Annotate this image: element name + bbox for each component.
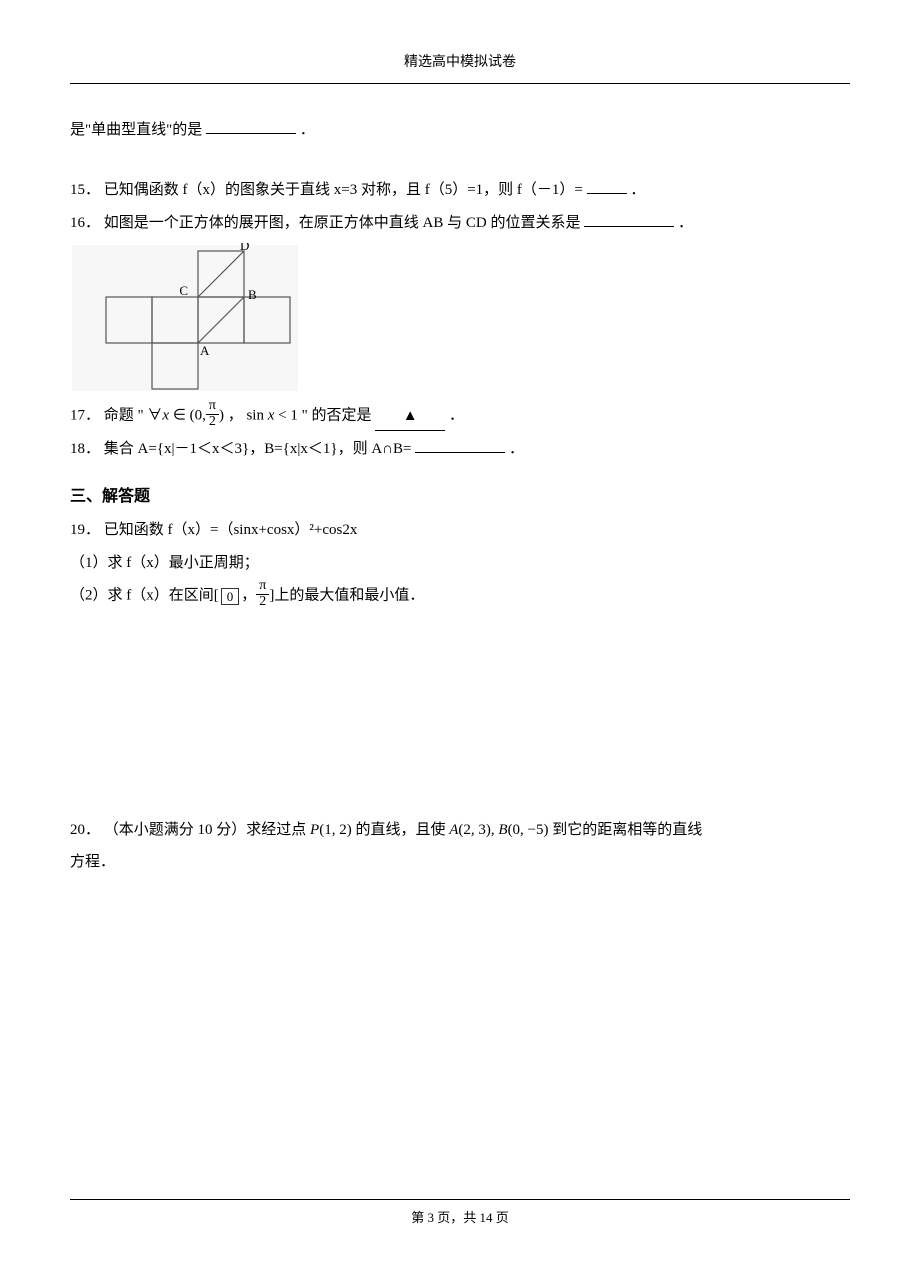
q19-num: 19． bbox=[70, 522, 100, 538]
cube-net-svg: D C B A bbox=[70, 243, 300, 393]
page-header: 精选高中模拟试卷 bbox=[70, 50, 850, 84]
q17-text-c: ) ， sin bbox=[219, 408, 268, 424]
q16-blank bbox=[584, 212, 674, 227]
q19-sub2-b: ， bbox=[241, 588, 256, 604]
q20-num: 20． bbox=[70, 822, 100, 838]
header-title-text: 精选高中模拟试卷 bbox=[404, 55, 516, 70]
q16-line: 16． 如图是一个正方体的展开图，在原正方体中直线 AB 与 CD 的位置关系是… bbox=[70, 209, 850, 238]
cube-net-figure: D C B A bbox=[70, 243, 300, 393]
q17-text-d: < 1 " 的否定是 bbox=[274, 408, 371, 424]
q20-B: B bbox=[498, 822, 507, 838]
q15-line: 15． 已知偶函数 f（x）的图象关于直线 x=3 对称，且 f（5）=1，则 … bbox=[70, 176, 850, 205]
q19-box-zero: 0 bbox=[221, 588, 240, 606]
q18-punct: ． bbox=[509, 441, 524, 457]
label-b: B bbox=[248, 287, 257, 302]
q17-punct: ． bbox=[449, 408, 464, 424]
section-3-title: 三、解答题 bbox=[70, 482, 850, 512]
q14-tail-line: 是"单曲型直线"的是 ． bbox=[70, 116, 850, 145]
q17-frac-den: 2 bbox=[206, 415, 219, 430]
q16-punct: ． bbox=[678, 215, 693, 231]
q16-text: 如图是一个正方体的展开图，在原正方体中直线 AB 与 CD 的位置关系是 bbox=[104, 215, 581, 231]
q15-num: 15． bbox=[70, 182, 100, 198]
q19-line: 19． 已知函数 f（x）=（sinx+cosx）²+cos2x bbox=[70, 516, 850, 545]
q20-Pc: (1, 2) bbox=[319, 822, 352, 838]
q19-sub2-a: （2）求 f（x）在区间[ bbox=[70, 588, 219, 604]
q17-frac: π2 bbox=[206, 399, 219, 429]
q18-text: 集合 A={x|－1＜x＜3}，B={x|x＜1}，则 A∩B= bbox=[104, 441, 412, 457]
spacer-large bbox=[70, 616, 850, 816]
q19-frac-den: 2 bbox=[256, 595, 269, 610]
q20-line1: 20． （本小题满分 10 分）求经过点 P(1, 2) 的直线，且使 A(2,… bbox=[70, 816, 850, 845]
q19-sub1-text: （1）求 f（x）最小正周期； bbox=[70, 555, 259, 571]
q14-punct: ． bbox=[300, 122, 315, 138]
q17-num: 17． bbox=[70, 408, 100, 424]
q14-tail-text: 是"单曲型直线"的是 bbox=[70, 122, 202, 138]
content: 是"单曲型直线"的是 ． 15． 已知偶函数 f（x）的图象关于直线 x=3 对… bbox=[70, 116, 850, 877]
q18-num: 18． bbox=[70, 441, 100, 457]
q17-blank: ▲ bbox=[375, 402, 445, 432]
q19-text: 已知函数 f（x）=（sinx+cosx）²+cos2x bbox=[104, 522, 358, 538]
q14-blank bbox=[206, 119, 296, 134]
q19-frac: π2 bbox=[256, 579, 269, 609]
q17-frac-num: π bbox=[206, 399, 219, 415]
q17-text-a: 命题 " ∀ bbox=[104, 408, 163, 424]
q20-Ac: (2, 3) bbox=[458, 822, 491, 838]
q20-Bc: (0, −5) bbox=[508, 822, 549, 838]
q17-text-b: ∈ (0, bbox=[169, 408, 206, 424]
q19-sub2-c: ]上的最大值和最小值． bbox=[269, 588, 424, 604]
q20-a: （本小题满分 10 分）求经过点 bbox=[104, 822, 310, 838]
q17-line: 17． 命题 " ∀x ∈ (0,π2) ， sin x < 1 " 的否定是 … bbox=[70, 401, 850, 431]
label-a: A bbox=[200, 343, 210, 358]
q18-blank bbox=[415, 438, 505, 453]
footer-text: 第 3 页，共 14 页 bbox=[411, 1210, 509, 1225]
page: 精选高中模拟试卷 是"单曲型直线"的是 ． 15． 已知偶函数 f（x）的图象关… bbox=[0, 0, 920, 1273]
q15-punct: ． bbox=[630, 182, 645, 198]
q16-num: 16． bbox=[70, 215, 100, 231]
q18-line: 18． 集合 A={x|－1＜x＜3}，B={x|x＜1}，则 A∩B= ． bbox=[70, 435, 850, 464]
q19-frac-num: π bbox=[256, 579, 269, 595]
q17-triangle: ▲ bbox=[403, 408, 418, 424]
q20-P: P bbox=[310, 822, 319, 838]
q20-b: 的直线，且使 bbox=[352, 822, 450, 838]
q15-blank bbox=[587, 179, 627, 194]
q20-line2: 方程． bbox=[70, 848, 850, 877]
q19-sub2: （2）求 f（x）在区间[0，π2]上的最大值和最小值． bbox=[70, 581, 850, 611]
label-d: D bbox=[240, 243, 249, 253]
label-c: C bbox=[179, 283, 188, 298]
q19-sub1: （1）求 f（x）最小正周期； bbox=[70, 549, 850, 578]
q20-A: A bbox=[449, 822, 458, 838]
q20-d: 方程． bbox=[70, 854, 115, 870]
spacer bbox=[70, 148, 850, 176]
q15-text: 已知偶函数 f（x）的图象关于直线 x=3 对称，且 f（5）=1，则 f（－1… bbox=[104, 182, 583, 198]
page-footer: 第 3 页，共 14 页 bbox=[70, 1199, 850, 1231]
q20-c: 到它的距离相等的直线 bbox=[549, 822, 703, 838]
